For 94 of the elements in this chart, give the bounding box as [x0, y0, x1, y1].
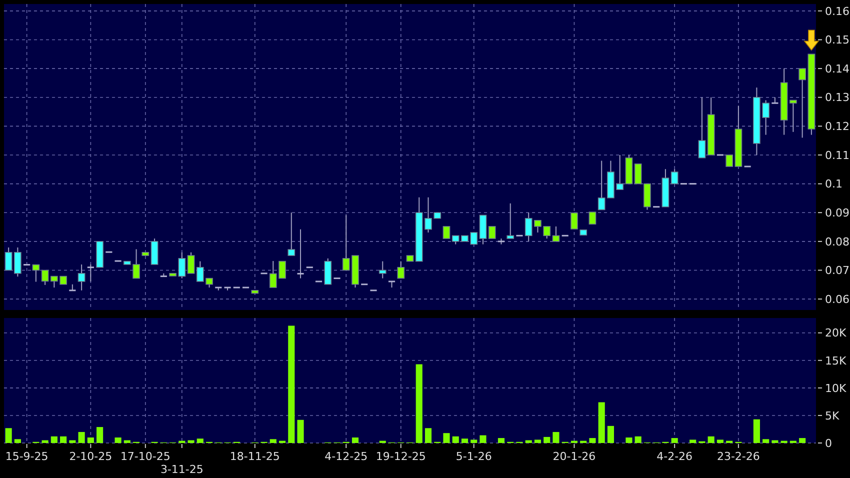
bar	[124, 440, 130, 443]
bar	[288, 326, 295, 443]
y-tick-label: 0.13	[825, 91, 850, 104]
bar	[114, 437, 122, 443]
bar	[589, 438, 596, 443]
y-tick-label: 0.11	[825, 148, 850, 162]
candlestick	[506, 202, 514, 240]
bar	[69, 440, 76, 443]
bar	[270, 439, 276, 443]
x-tick-label: 2-10-25	[69, 450, 112, 463]
candlestick	[150, 238, 158, 265]
candlestick	[41, 270, 49, 286]
bar	[96, 427, 104, 443]
bar	[671, 438, 678, 443]
candlestick	[726, 154, 734, 167]
candlestick	[378, 260, 386, 279]
bar	[552, 432, 560, 443]
bar	[60, 436, 67, 443]
bar	[690, 440, 696, 443]
bar	[634, 436, 642, 443]
bar	[753, 419, 760, 443]
bar	[5, 428, 12, 443]
bar	[443, 433, 450, 443]
bar	[598, 402, 605, 443]
bar	[772, 440, 778, 443]
candlestick	[78, 264, 86, 291]
bar	[708, 436, 714, 443]
bar	[534, 440, 542, 443]
bar	[297, 420, 304, 443]
y-tick-label: 0.1	[825, 178, 842, 191]
candlestick	[397, 260, 405, 279]
candlestick	[552, 226, 560, 242]
bar	[626, 437, 632, 443]
bar	[78, 432, 85, 443]
bar	[762, 439, 770, 443]
y-tick-label: 0.12	[825, 120, 850, 134]
x-tick-label: 23-2-26	[716, 450, 760, 463]
y-tick-label: 0.15	[825, 34, 850, 47]
x-tick-label: 15-9-25	[5, 450, 48, 463]
bar	[480, 435, 486, 443]
candlestick	[288, 212, 296, 256]
y-tick-label: 5K	[825, 409, 840, 422]
candlestick	[798, 68, 806, 138]
y-tick-label: 10K	[825, 382, 847, 395]
y-tick-label: 20K	[825, 326, 847, 340]
candlestick	[388, 280, 396, 288]
bar	[452, 436, 459, 443]
candlestick	[32, 264, 40, 282]
candlestick	[187, 252, 195, 274]
bar	[42, 440, 48, 443]
candlestick	[488, 226, 496, 239]
x-tick-label: 17-10-25	[120, 450, 170, 463]
bar	[544, 436, 550, 443]
y-tick-label: 0.14	[825, 62, 850, 76]
candlestick	[479, 214, 487, 245]
bar	[525, 440, 532, 443]
bar	[461, 438, 468, 443]
x-tick-label: 4-12-25	[324, 450, 368, 463]
bar	[799, 438, 806, 443]
candlestick	[570, 212, 578, 230]
x-tick-label: 18-11-25	[230, 450, 280, 463]
y-tick-label: 0.06	[825, 292, 850, 306]
bar	[716, 440, 724, 443]
y-tick-label: 0.09	[825, 206, 850, 220]
candlestick	[698, 96, 706, 158]
candlestick	[14, 246, 22, 278]
candlestick	[670, 168, 678, 184]
y-tick-label: 0.16	[825, 4, 850, 18]
x-tick-label: 4-2-26	[656, 450, 693, 463]
bar	[196, 438, 204, 443]
candlestick	[442, 226, 450, 239]
x-tick-label: 20-1-26	[552, 450, 596, 463]
x-tick-label: 19-12-25	[376, 450, 426, 463]
candlestick	[87, 264, 94, 282]
bar	[188, 440, 194, 443]
bar	[50, 436, 58, 443]
candlestick	[324, 258, 332, 285]
bar	[87, 437, 94, 443]
bar	[14, 439, 21, 443]
x-tick-label: 5-1-26	[456, 450, 492, 463]
bar	[470, 440, 478, 443]
y-tick-label: 0.07	[825, 264, 850, 278]
candlestick	[297, 228, 304, 279]
bar	[424, 428, 432, 443]
bar	[498, 438, 505, 443]
bar	[416, 364, 422, 443]
bar	[352, 437, 359, 443]
x-tick-label: 3-11-25	[160, 463, 204, 476]
y-tick-label: 15K	[825, 354, 847, 368]
bar	[607, 426, 614, 443]
candlestick	[588, 212, 596, 225]
y-tick-label: 0.08	[825, 235, 850, 248]
y-tick-label: 0	[825, 436, 832, 450]
candlestick	[4, 246, 12, 271]
